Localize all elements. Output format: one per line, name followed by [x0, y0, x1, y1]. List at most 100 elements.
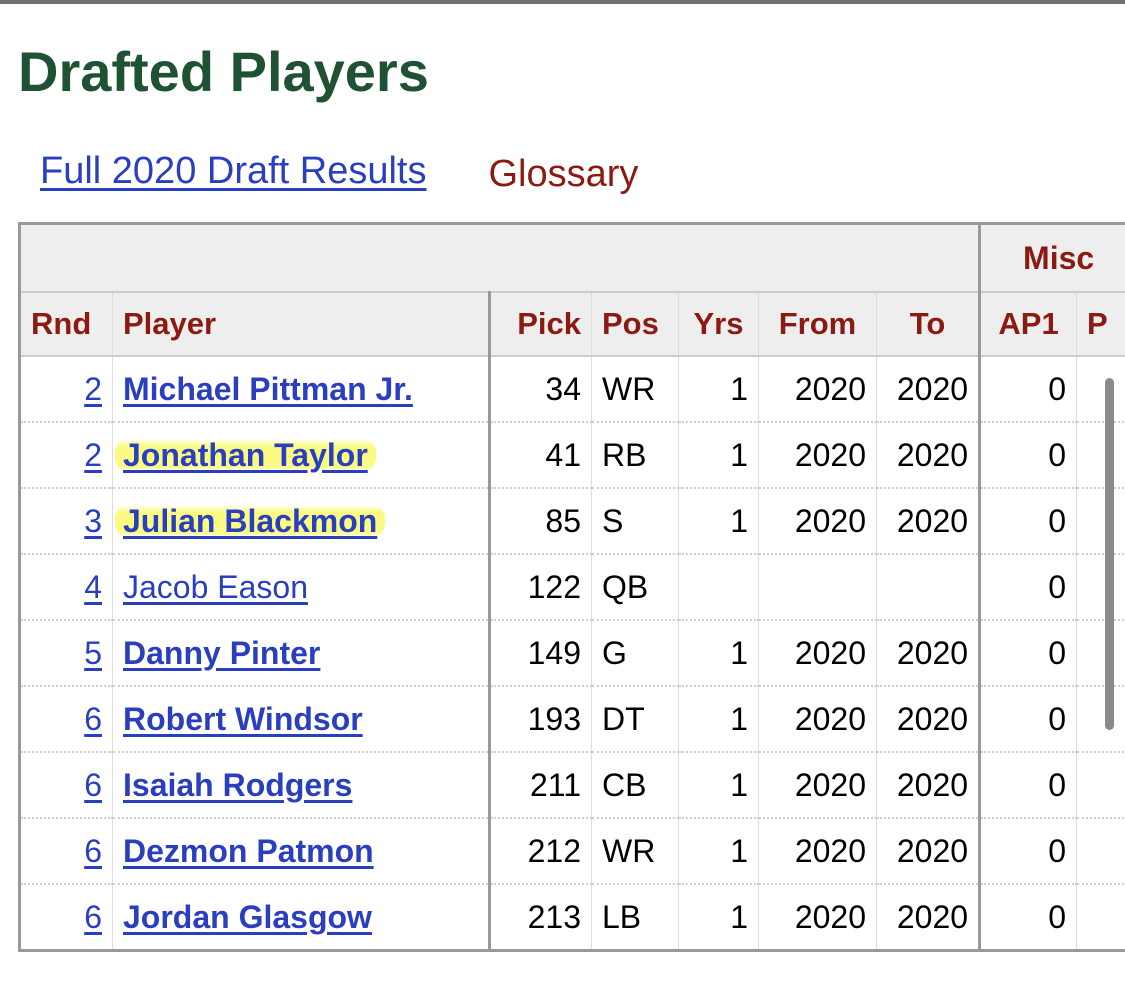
col-header-player[interactable]: Player	[112, 292, 491, 357]
cell-from: 2020	[758, 752, 877, 819]
cell-yrs	[678, 554, 759, 621]
col-header-pick[interactable]: Pick	[489, 292, 592, 357]
player-link[interactable]: Danny Pinter	[123, 634, 321, 671]
cell-ap1: 0	[978, 488, 1078, 555]
table-row: 6 Jordan Glasgow 213 LB 1 2020 2020 0	[18, 884, 1125, 952]
cell-ap1: 0	[978, 356, 1078, 423]
cell-yrs: 1	[678, 620, 759, 687]
cell-to: 2020	[876, 752, 981, 819]
table-row: 4 Jacob Eason 122 QB 0	[18, 554, 1125, 621]
cell-player: Michael Pittman Jr.	[112, 356, 491, 423]
table-row: 6 Isaiah Rodgers 211 CB 1 2020 2020 0	[18, 752, 1125, 819]
col-header-to[interactable]: To	[876, 292, 981, 357]
cell-from: 2020	[758, 488, 877, 555]
cell-pb	[1076, 554, 1125, 621]
cell-to: 2020	[876, 620, 981, 687]
cell-ap1: 0	[978, 884, 1078, 952]
cell-from: 2020	[758, 356, 877, 423]
cell-pb	[1076, 686, 1125, 753]
table-row: 3 Julian Blackmon 85 S 1 2020 2020 0	[18, 488, 1125, 555]
cell-to: 2020	[876, 488, 981, 555]
cell-player: Danny Pinter	[112, 620, 491, 687]
cell-player: Jacob Eason	[112, 554, 491, 621]
table-row: 6 Dezmon Patmon 212 WR 1 2020 2020 0	[18, 818, 1125, 885]
cell-yrs: 1	[678, 488, 759, 555]
cell-from: 2020	[758, 422, 877, 489]
cell-from: 2020	[758, 884, 877, 952]
cell-from: 2020	[758, 620, 877, 687]
cell-pb	[1076, 356, 1125, 423]
section-links: Full 2020 Draft Results Glossary	[40, 146, 638, 196]
round-link[interactable]: 4	[84, 568, 102, 605]
over-header-row: Misc	[18, 222, 1125, 293]
cell-pb	[1076, 818, 1125, 885]
cell-player: Robert Windsor	[112, 686, 491, 753]
cell-player: Julian Blackmon	[112, 488, 491, 555]
player-link[interactable]: Jordan Glasgow	[123, 898, 372, 935]
cell-player: Isaiah Rodgers	[112, 752, 491, 819]
cell-pick: 122	[489, 554, 592, 621]
cell-from: 2020	[758, 818, 877, 885]
player-link[interactable]: Isaiah Rodgers	[123, 766, 353, 803]
col-header-pb[interactable]: P	[1076, 292, 1125, 357]
cell-from	[758, 554, 877, 621]
cell-to: 2020	[876, 356, 981, 423]
round-link[interactable]: 3	[84, 502, 102, 539]
col-header-ap1[interactable]: AP1	[978, 292, 1078, 357]
cell-yrs: 1	[678, 356, 759, 423]
cell-yrs: 1	[678, 884, 759, 952]
player-link[interactable]: Dezmon Patmon	[123, 832, 374, 869]
cell-pos: LB	[591, 884, 679, 952]
cell-pick: 41	[489, 422, 592, 489]
cell-yrs: 1	[678, 686, 759, 753]
cell-to: 2020	[876, 884, 981, 952]
cell-pos: RB	[591, 422, 679, 489]
cell-yrs: 1	[678, 422, 759, 489]
player-link[interactable]: Michael Pittman Jr.	[123, 370, 413, 407]
cell-pb	[1076, 422, 1125, 489]
cell-pick: 213	[489, 884, 592, 952]
col-header-rnd[interactable]: Rnd	[18, 292, 113, 357]
cell-pb	[1076, 752, 1125, 819]
table-body: 2 Michael Pittman Jr. 34 WR 1 2020 2020 0 2 Jonat…	[18, 356, 1125, 952]
cell-pos: QB	[591, 554, 679, 621]
cell-ap1: 0	[978, 422, 1078, 489]
table-row: 2 Michael Pittman Jr. 34 WR 1 2020 2020 0	[18, 356, 1125, 423]
cell-yrs: 1	[678, 752, 759, 819]
cell-from: 2020	[758, 686, 877, 753]
column-header-row: Rnd Player Pick Pos Yrs From To AP1 P	[18, 292, 1125, 357]
table-row: 6 Robert Windsor 193 DT 1 2020 2020 0	[18, 686, 1125, 753]
cell-pos: G	[591, 620, 679, 687]
cell-pb	[1076, 884, 1125, 952]
player-link[interactable]: Jonathan Taylor	[115, 436, 376, 473]
player-link[interactable]: Julian Blackmon	[115, 502, 386, 539]
round-link[interactable]: 6	[84, 898, 102, 935]
glossary-link[interactable]: Glossary	[488, 152, 639, 195]
col-header-from[interactable]: From	[758, 292, 877, 357]
cell-rnd: 4	[18, 554, 113, 621]
round-link[interactable]: 6	[84, 832, 102, 869]
cell-ap1: 0	[978, 818, 1078, 885]
round-link[interactable]: 6	[84, 700, 102, 737]
drafted-players-table-container[interactable]: Misc Rnd Player Pick Pos Yrs From To AP1…	[18, 222, 1125, 952]
round-link[interactable]: 2	[84, 370, 102, 407]
table-row: 2 Jonathan Taylor 41 RB 1 2020 2020 0	[18, 422, 1125, 489]
cell-player: Jonathan Taylor	[112, 422, 491, 489]
cell-rnd: 2	[18, 422, 113, 489]
cell-pick: 85	[489, 488, 592, 555]
cell-ap1: 0	[978, 686, 1078, 753]
col-header-pos[interactable]: Pos	[591, 292, 679, 357]
col-header-yrs[interactable]: Yrs	[678, 292, 759, 357]
cell-rnd: 6	[18, 884, 113, 952]
round-link[interactable]: 2	[84, 436, 102, 473]
round-link[interactable]: 5	[84, 634, 102, 671]
cell-to	[876, 554, 981, 621]
player-link[interactable]: Jacob Eason	[123, 568, 309, 605]
cell-rnd: 6	[18, 686, 113, 753]
vertical-scrollbar[interactable]	[1105, 378, 1114, 730]
cell-ap1: 0	[978, 620, 1078, 687]
round-link[interactable]: 6	[84, 766, 102, 803]
cell-rnd: 6	[18, 752, 113, 819]
player-link[interactable]: Robert Windsor	[123, 700, 363, 737]
full-draft-results-link[interactable]: Full 2020 Draft Results	[40, 149, 427, 192]
